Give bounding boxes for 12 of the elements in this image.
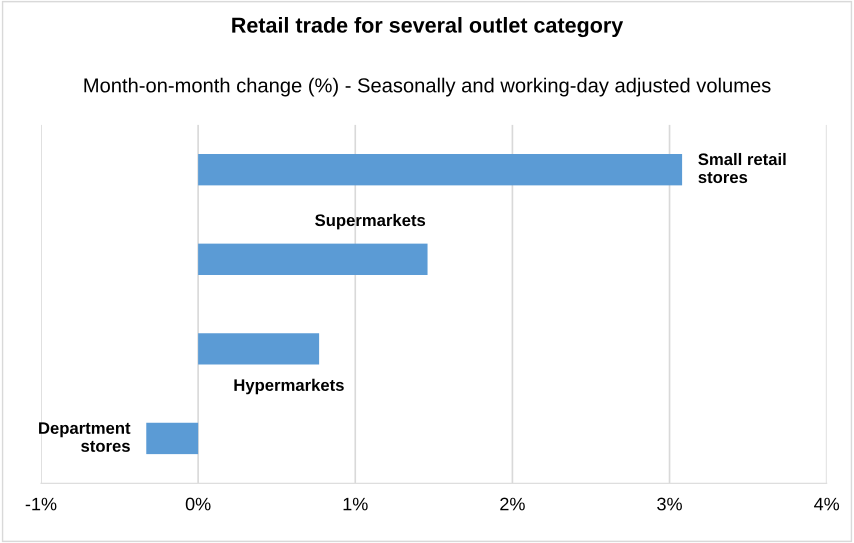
x-tick-label: 1% <box>344 498 368 510</box>
y-tick-label: Small retail stores <box>698 152 786 184</box>
x-tick-label: 0% <box>186 498 211 510</box>
y-tick-label: Hypermarkets <box>234 378 344 394</box>
y-tick-label: Department stores <box>39 422 130 452</box>
x-tick-label: 4% <box>814 498 840 510</box>
x-tick-label: -1% <box>26 498 56 510</box>
chart-title: Retail trade for several outlet category <box>232 16 624 38</box>
x-tick-label: 2% <box>500 498 525 510</box>
chart-subtitle: Month-on-month change (%) - Seasonally and working-day adjusted volumes <box>84 78 771 96</box>
x-tick-label: 3% <box>657 498 682 510</box>
y-tick-label: Supermarkets <box>315 214 426 230</box>
